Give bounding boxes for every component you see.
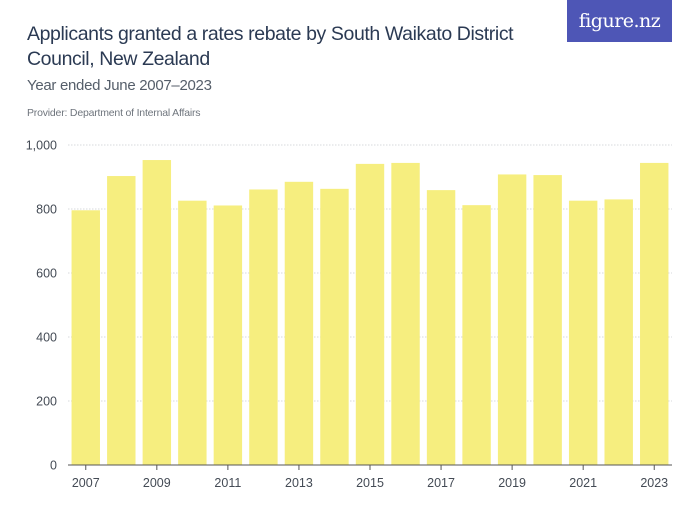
y-tick-label: 200: [36, 395, 57, 409]
bar-2015: [355, 163, 385, 465]
bar-2012: [249, 189, 278, 466]
x-tick-label: 2011: [214, 476, 241, 490]
bar-2018: [462, 205, 491, 465]
y-tick-label: 600: [36, 267, 57, 281]
bar-2020: [533, 175, 562, 465]
x-tick-label: 2013: [285, 476, 313, 490]
bar-2022: [604, 199, 633, 465]
x-axis-labels: 2007 2009 2011 2013 2015 2017 2019 2021 2023: [72, 476, 668, 490]
x-tick-label: 2007: [72, 476, 100, 490]
bar-2014: [320, 188, 349, 465]
x-axis-ticks: [85, 465, 655, 470]
x-tick-label: 2009: [143, 476, 171, 490]
chart-subtitle: Year ended June 2007–2023: [27, 77, 212, 94]
bar-2021: [568, 200, 598, 465]
bar-2023: [640, 162, 669, 466]
x-tick-label: 2023: [640, 476, 668, 490]
bar-2007: [71, 210, 100, 465]
y-tick-label: 0: [50, 459, 57, 473]
bar-2016: [391, 162, 420, 466]
bar-2010: [178, 200, 207, 465]
bar-2019: [497, 174, 527, 465]
bar-2008: [107, 176, 136, 466]
logo-text: figure.nz: [578, 10, 661, 32]
y-axis-labels: 0 200 400 600 800 1,000: [26, 139, 57, 473]
y-tick-label: 400: [36, 331, 57, 345]
bars: [71, 160, 669, 466]
bar-2013: [284, 181, 314, 466]
x-tick-label: 2017: [427, 476, 455, 490]
chart-title: Applicants granted a rates rebate by Sou…: [27, 23, 514, 70]
x-tick-label: 2019: [498, 476, 526, 490]
data-provider: Provider: Department of Internal Affairs: [27, 107, 201, 119]
x-tick-label: 2021: [569, 476, 597, 490]
bar-2011: [213, 205, 243, 466]
y-tick-label: 800: [36, 203, 57, 217]
figure-nz-logo[interactable]: figure.nz: [567, 0, 672, 42]
y-tick-label: 1,000: [26, 139, 57, 153]
bar-2017: [426, 190, 456, 465]
x-tick-label: 2015: [356, 476, 384, 490]
bar-2009: [142, 160, 172, 466]
